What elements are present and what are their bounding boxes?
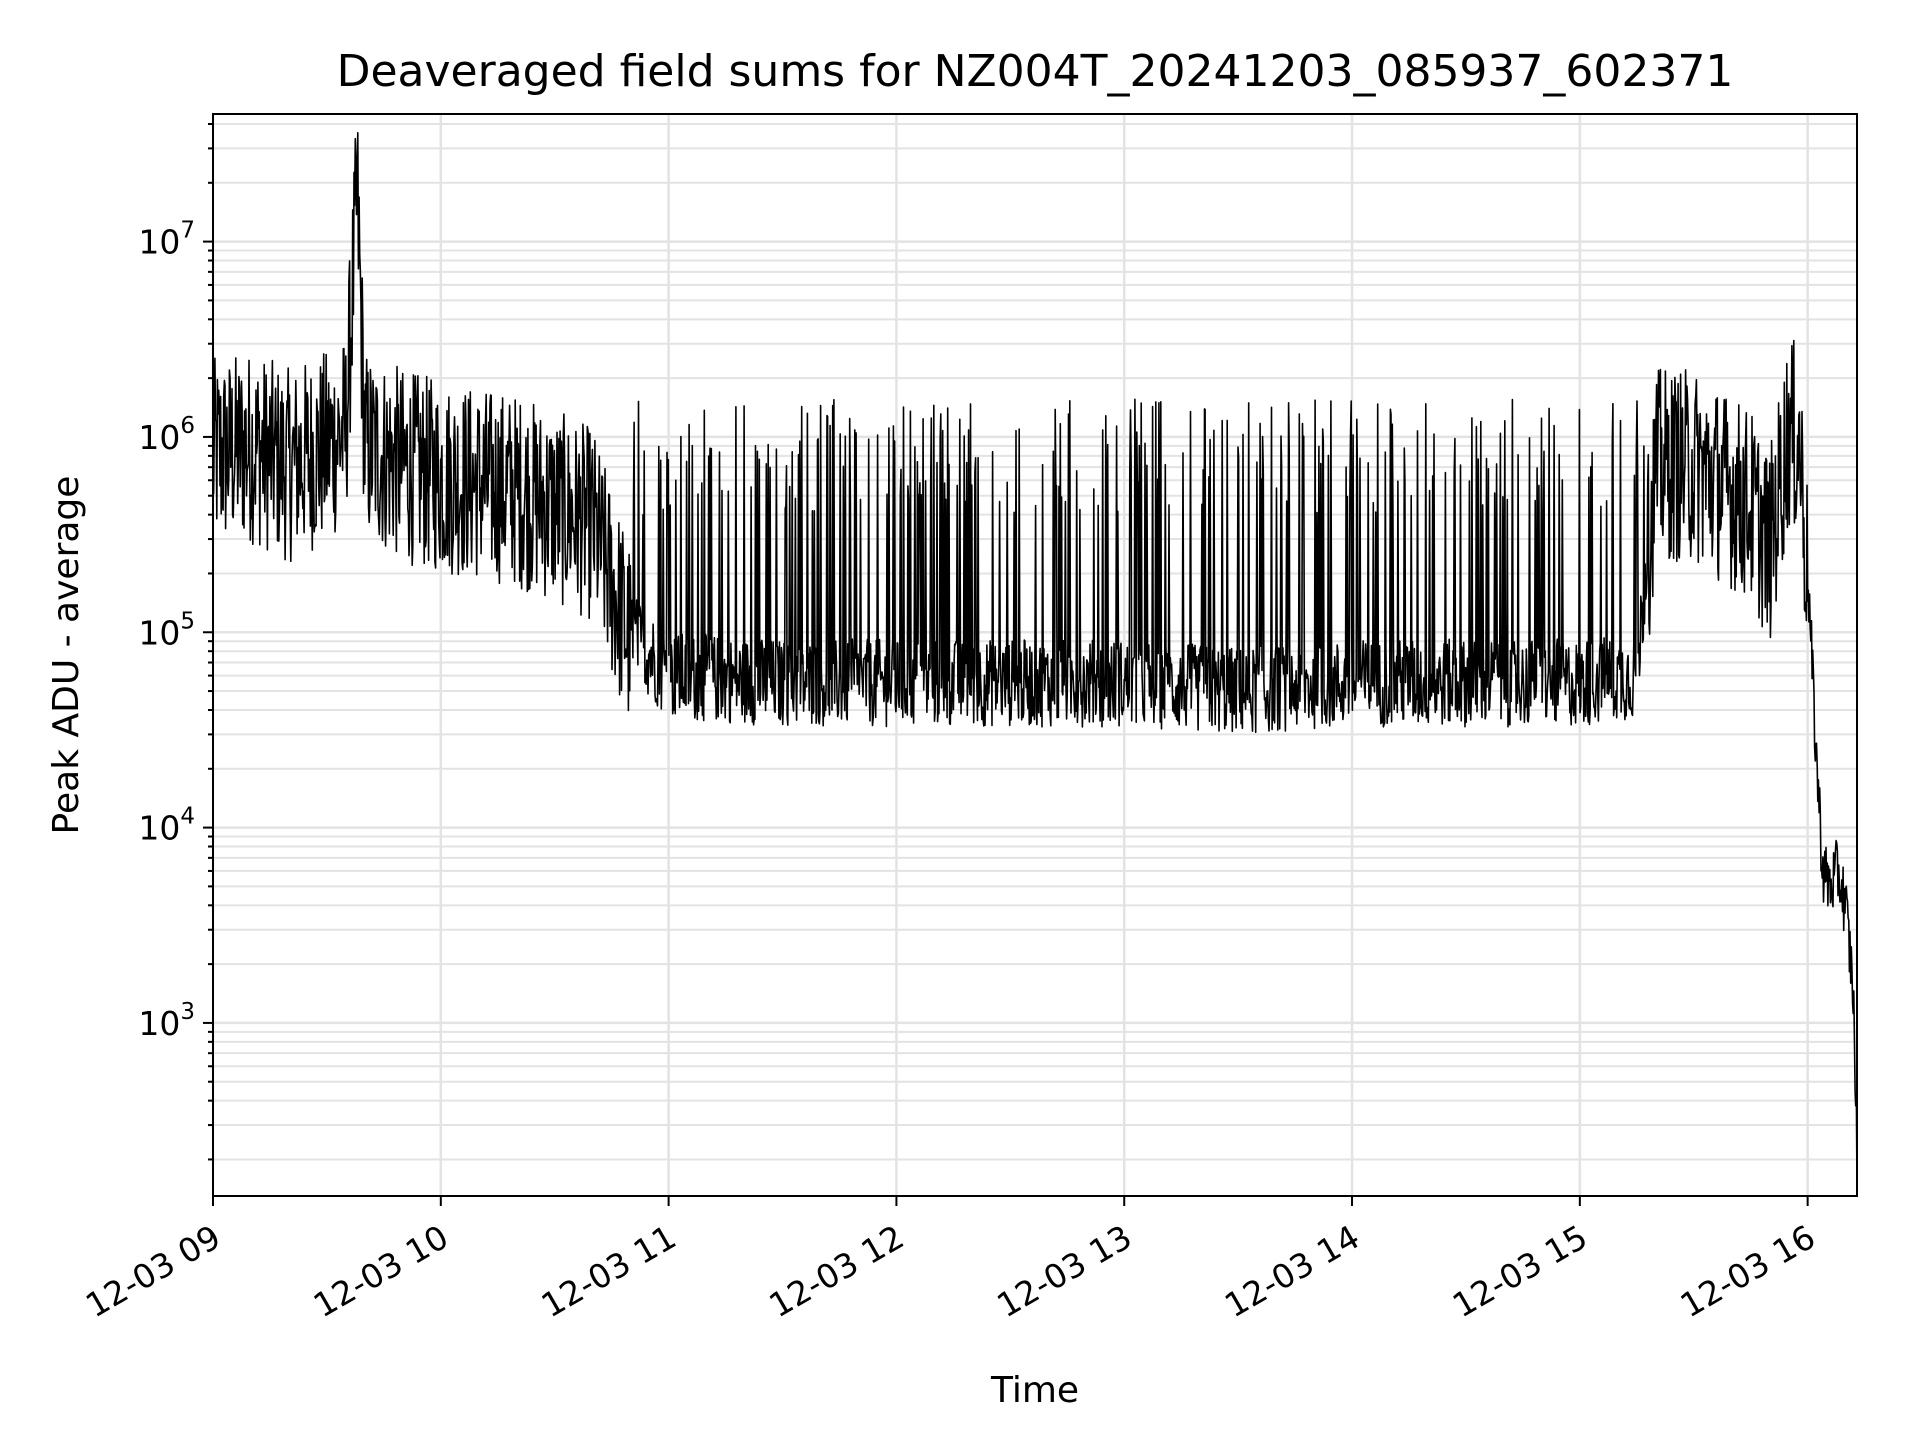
- series-line-group: [212, 132, 1858, 1191]
- y-tick-label: 104: [138, 804, 195, 848]
- y-axis-title: Peak ADU - average: [46, 476, 87, 835]
- y-tick-label: 107: [138, 218, 195, 262]
- series-line: [212, 132, 1858, 1191]
- x-axis-title: Time: [990, 1370, 1079, 1411]
- chart-title: Deaveraged field sums for NZ004T_2024120…: [337, 46, 1734, 97]
- y-tick-label: 106: [138, 413, 195, 457]
- y-tick-label: 105: [138, 608, 195, 652]
- y-tick-label: 103: [138, 999, 195, 1043]
- plot-frame: [212, 113, 1858, 1197]
